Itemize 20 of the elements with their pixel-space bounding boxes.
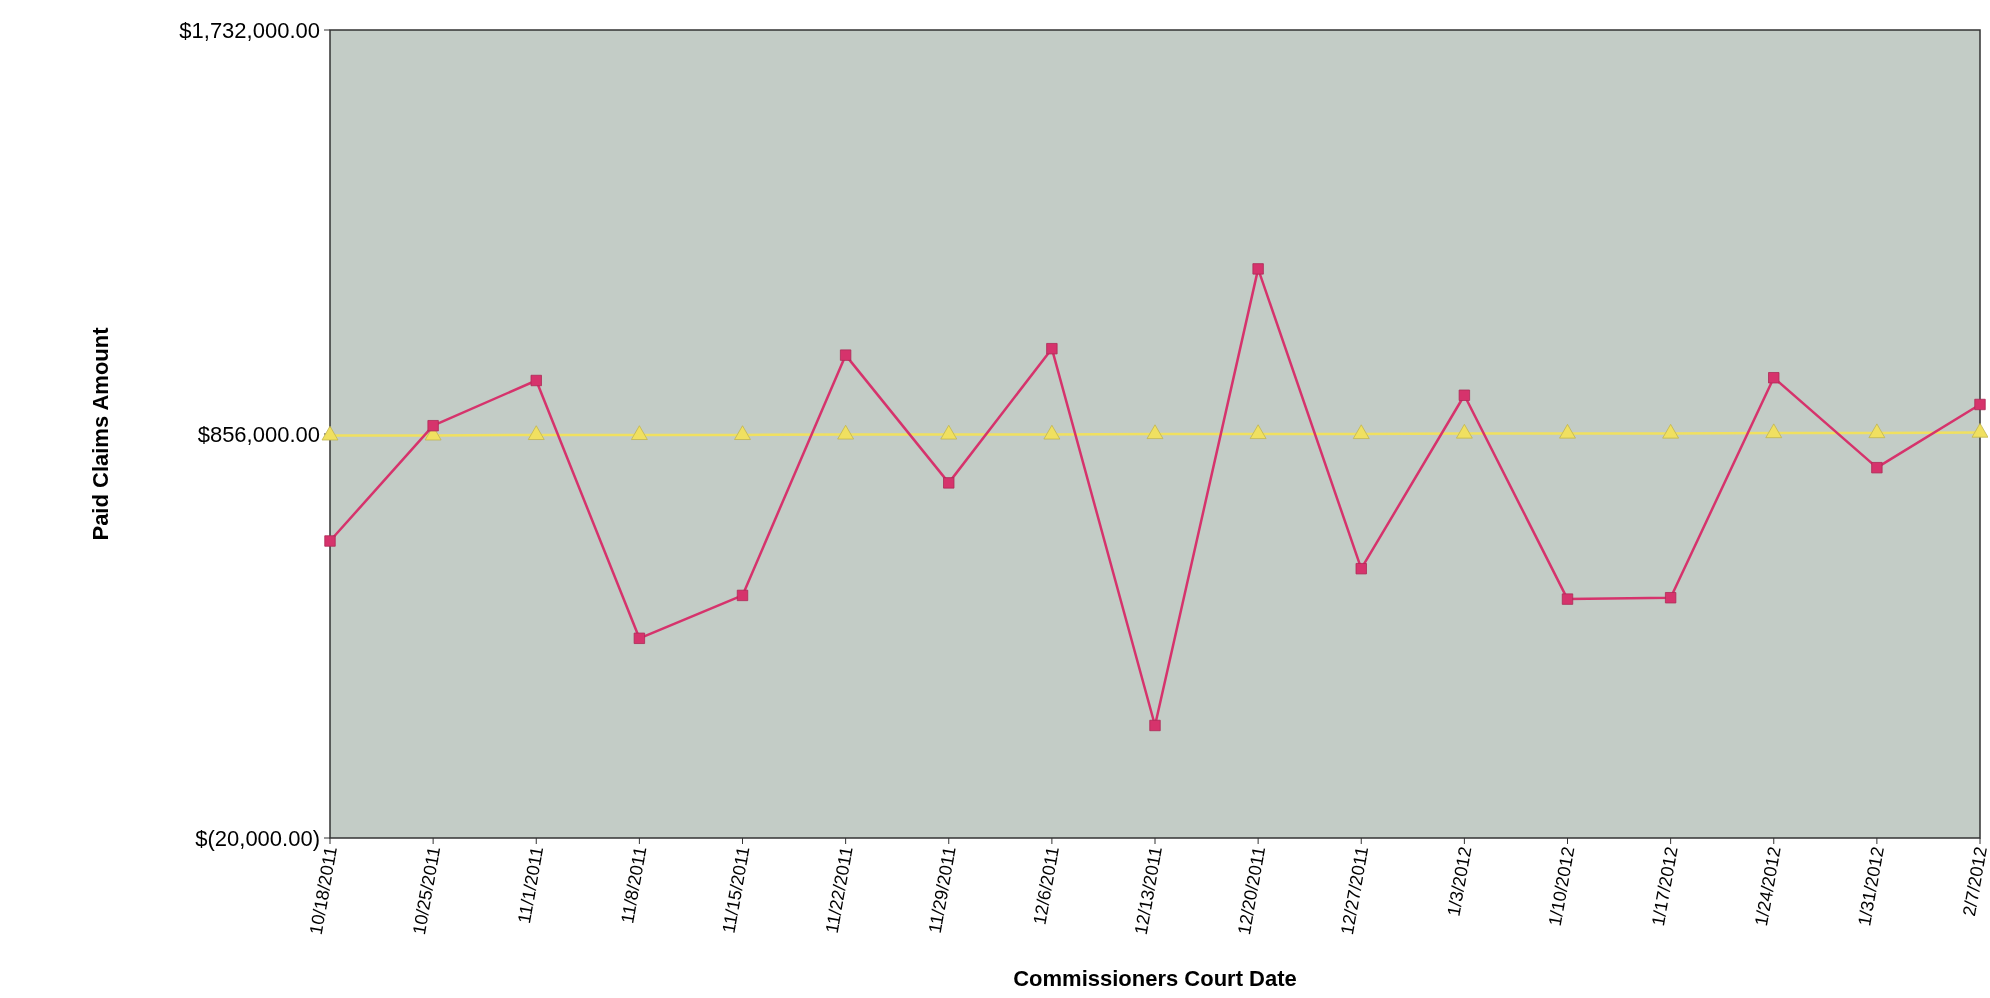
x-axis-title: Commissioners Court Date	[1013, 966, 1297, 991]
x-tick-label: 1/17/2012	[1647, 845, 1682, 928]
x-tick-label: 12/27/2011	[1337, 845, 1373, 937]
x-tick-label: 11/8/2011	[617, 845, 651, 925]
x-tick-label: 12/20/2011	[1233, 845, 1270, 937]
y-axis-title: Paid Claims Amount	[88, 326, 113, 541]
x-tick-label: 1/24/2012	[1751, 845, 1785, 928]
x-tick-label: 2/7/2012	[1959, 845, 1990, 918]
x-tick-label: 11/1/2011	[514, 845, 548, 925]
x-tick-label: 12/6/2011	[1029, 845, 1063, 927]
x-tick-label: 1/10/2012	[1544, 845, 1579, 928]
x-tick-label: 1/31/2012	[1854, 845, 1888, 928]
x-tick-label: 12/13/2011	[1130, 845, 1166, 937]
x-tick-label: 11/22/2011	[821, 845, 857, 935]
y-tick-label: $856,000.00	[197, 421, 320, 447]
x-tick-label: 10/25/2011	[408, 845, 445, 937]
x-tick-label: 11/15/2011	[718, 845, 754, 935]
y-tick-label: $1,732,000.00	[179, 17, 320, 43]
x-tick-label: 11/29/2011	[924, 845, 960, 935]
x-tick-label: 1/3/2012	[1443, 845, 1476, 918]
